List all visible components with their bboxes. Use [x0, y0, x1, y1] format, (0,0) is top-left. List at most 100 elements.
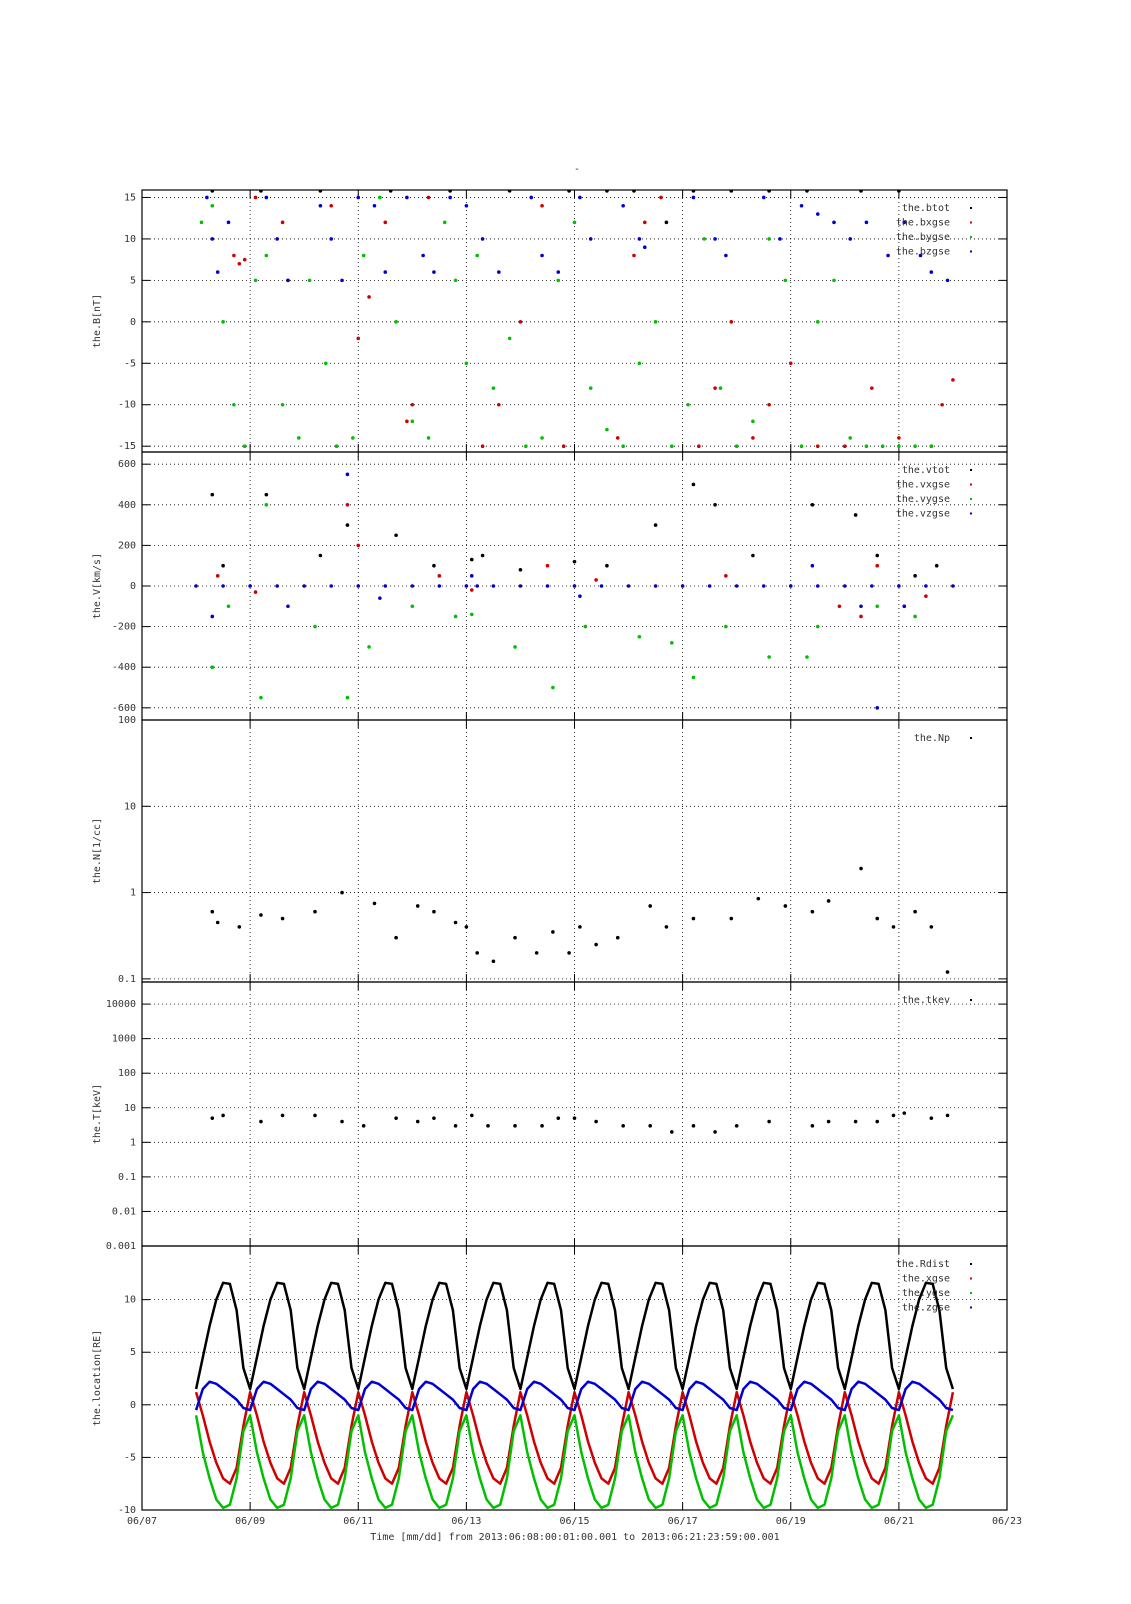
- data-point: [729, 190, 734, 193]
- data-point: [875, 706, 880, 710]
- data-point: [848, 436, 853, 440]
- data-point: [578, 594, 582, 598]
- data-point: [632, 253, 636, 258]
- data-point: [221, 563, 225, 568]
- data-point: [453, 614, 458, 619]
- data-point: [799, 444, 804, 448]
- data-point: [280, 220, 285, 225]
- data-point: [572, 559, 577, 564]
- legend-label: the.zgse: [902, 1303, 950, 1314]
- plot-area: [210, 1111, 950, 1134]
- data-point: [497, 270, 501, 274]
- data-point: [805, 190, 809, 193]
- data-point: [713, 502, 717, 507]
- data-point: [286, 604, 290, 609]
- data-point: [405, 195, 409, 200]
- data-point: [264, 492, 269, 497]
- data-point: [507, 336, 512, 341]
- data-point: [805, 655, 809, 659]
- legend-swatch: [970, 1263, 972, 1265]
- data-point: [324, 361, 328, 366]
- data-point: [264, 195, 269, 200]
- legend-swatch: [970, 483, 972, 486]
- data-point: [210, 203, 215, 208]
- data-point: [756, 896, 761, 901]
- data-point: [767, 237, 771, 241]
- data-point: [659, 195, 663, 200]
- data-point: [799, 203, 804, 208]
- y-axis-label: the.B[nT]: [92, 294, 103, 348]
- data-point: [810, 502, 815, 507]
- data-point: [448, 195, 452, 200]
- data-point: [432, 909, 436, 914]
- data-point: [318, 203, 323, 208]
- data-point: [372, 203, 377, 208]
- y-tick-label: 0: [130, 1400, 136, 1411]
- data-point: [356, 543, 361, 548]
- data-point: [724, 253, 728, 258]
- data-point: [848, 237, 853, 241]
- data-point: [334, 444, 339, 448]
- x-tick-label: 06/19: [776, 1516, 806, 1527]
- data-point: [351, 436, 355, 440]
- data-point: [913, 614, 917, 619]
- legend-label: the.bygse: [896, 232, 950, 243]
- data-point: [215, 574, 220, 578]
- data-point: [480, 444, 485, 448]
- data-point: [761, 584, 766, 588]
- plot-area: [194, 1281, 955, 1510]
- data-point: [615, 935, 620, 940]
- legend-swatch: [970, 221, 972, 224]
- data-point: [642, 220, 647, 225]
- data-point: [929, 1116, 934, 1120]
- data-point: [432, 1116, 436, 1120]
- data-point: [469, 574, 474, 578]
- legend-swatch: [970, 1292, 972, 1294]
- data-point: [951, 584, 955, 588]
- data-point: [605, 563, 609, 568]
- data-point: [875, 916, 880, 921]
- data-point: [253, 278, 258, 283]
- y-axis-label: the.location[RE]: [92, 1330, 103, 1426]
- data-point: [724, 574, 728, 578]
- data-point: [410, 402, 415, 407]
- data-point: [421, 253, 425, 258]
- data-point: [356, 584, 361, 588]
- data-point: [924, 584, 928, 588]
- plot-area: [210, 866, 950, 974]
- x-tick-label: 06/09: [235, 1516, 265, 1527]
- data-point: [810, 909, 815, 914]
- data-point: [940, 402, 944, 407]
- data-point: [432, 270, 436, 274]
- data-point: [761, 195, 766, 200]
- data-point: [361, 1124, 366, 1128]
- data-point: [567, 190, 571, 193]
- data-point: [599, 584, 604, 588]
- data-point: [232, 253, 236, 258]
- data-point: [691, 916, 696, 921]
- data-point: [886, 253, 890, 258]
- data-point: [475, 584, 479, 588]
- data-point: [605, 427, 609, 432]
- data-point: [545, 584, 550, 588]
- data-point: [832, 278, 836, 283]
- data-point: [729, 916, 734, 921]
- y-tick-label: 5: [130, 1347, 136, 1358]
- data-point: [264, 253, 269, 258]
- data-point: [340, 890, 344, 895]
- data-point: [437, 584, 442, 588]
- data-point: [534, 951, 539, 955]
- y-tick-label: -400: [112, 662, 136, 673]
- data-point: [513, 935, 517, 940]
- data-point: [934, 563, 939, 568]
- data-point: [491, 386, 496, 390]
- data-point: [361, 253, 366, 258]
- data-point: [902, 220, 907, 225]
- data-point: [778, 237, 782, 241]
- data-point: [837, 604, 842, 609]
- data-point: [578, 925, 582, 929]
- data-point: [383, 584, 388, 588]
- x-tick-label: 06/15: [559, 1516, 589, 1527]
- y-tick-label: 0.1: [118, 1172, 136, 1183]
- data-point: [215, 920, 220, 925]
